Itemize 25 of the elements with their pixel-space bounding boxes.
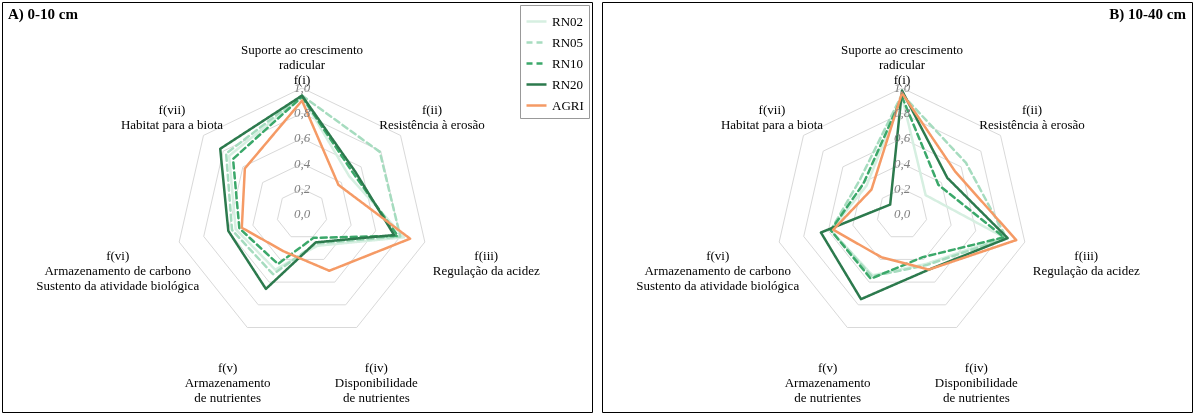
legend-label: AGRI (552, 97, 584, 113)
spoke-label: f(vii) Habitat para a biota (120, 102, 224, 133)
y-tick-label: 0,2 (893, 180, 911, 196)
y-tick-label: 0,6 (293, 130, 311, 146)
spoke-label: f(v) Armazenamento de nutrientes (184, 360, 271, 406)
spoke-label: f(vi) Armazenamento de carbono Sustento da atividade biológica (636, 248, 800, 294)
spoke-label: f(v) Armazenamento de nutrientes (784, 360, 871, 406)
y-tick-label: 0,0 (293, 206, 311, 221)
legend-label: RN20 (552, 76, 584, 92)
spoke-label: f(vi) Armazenamento de carbono Sustento da atividade biológica (36, 248, 200, 294)
legend-label: RN05 (552, 34, 584, 50)
spoke-label: f(vii) Habitat para a biota (720, 102, 824, 133)
spoke-label: f(iv) Disponibilidade de nutrientes (934, 360, 1019, 406)
spoke-label: f(ii) Resistência à erosão (979, 102, 1085, 133)
y-tick-label: 0,0 (893, 206, 911, 221)
spoke-label: f(iii) Regulação da acidez (432, 248, 540, 279)
spoke-label: f(iv) Disponibilidade de nutrientes (334, 360, 419, 406)
legend-label: RN02 (552, 13, 584, 29)
y-tick-label: 0,2 (293, 180, 311, 196)
chart-title: B) 10-40 cm (1109, 6, 1187, 23)
spoke-label: f(ii) Resistência à erosão (379, 102, 485, 133)
legend-label: RN10 (552, 55, 584, 71)
spoke-label: f(iii) Regulação da acidez (1032, 248, 1140, 279)
y-tick-label: 0,4 (293, 155, 311, 171)
chart-title: A) 0-10 cm (8, 6, 79, 23)
